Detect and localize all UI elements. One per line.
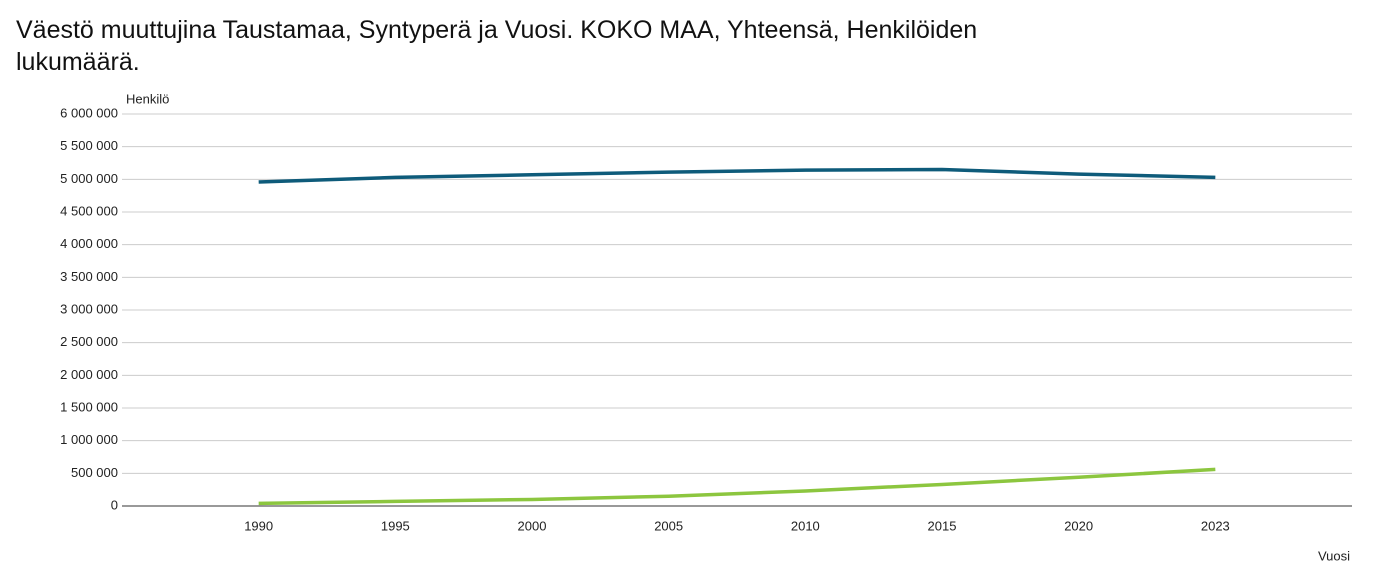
x-tick-label: 2000	[518, 518, 547, 533]
title-line: lukumäärä.	[16, 48, 140, 76]
y-tick-label: 3 000 000	[60, 301, 118, 316]
y-tick-label: 4 500 000	[60, 203, 118, 218]
series-line	[258, 467, 1216, 506]
x-tick-label: 2020	[1064, 518, 1093, 533]
y-tick-label: 2 500 000	[60, 334, 118, 349]
y-tick-label: 500 000	[71, 465, 118, 480]
x-tick-label: 2005	[654, 518, 683, 533]
x-tick-label: 2023	[1201, 518, 1230, 533]
y-tick-label: 0	[111, 497, 118, 512]
chart-title: Väestö muuttujina Taustamaa, Syntyperä j…	[16, 16, 977, 76]
x-tick-label: 1990	[244, 518, 273, 533]
y-tick-label: 3 500 000	[60, 269, 118, 284]
x-tick-label: 2010	[791, 518, 820, 533]
y-tick-label: 4 000 000	[60, 236, 118, 251]
x-tick-label: 2015	[928, 518, 957, 533]
y-tick-label: 2 000 000	[60, 367, 118, 382]
series-line	[258, 167, 1216, 184]
y-tick-label: 5 000 000	[60, 171, 118, 186]
y-tick-label: 6 000 000	[60, 105, 118, 120]
y-tick-label: 5 500 000	[60, 138, 118, 153]
y-tick-label: 1 500 000	[60, 399, 118, 414]
x-tick-label: 1995	[381, 518, 410, 533]
y-axis-label: Henkilö	[126, 91, 169, 106]
x-axis-label: Vuosi	[1318, 548, 1350, 563]
title-line: Väestö muuttujina Taustamaa, Syntyperä j…	[16, 16, 977, 44]
y-tick-label: 1 000 000	[60, 432, 118, 447]
